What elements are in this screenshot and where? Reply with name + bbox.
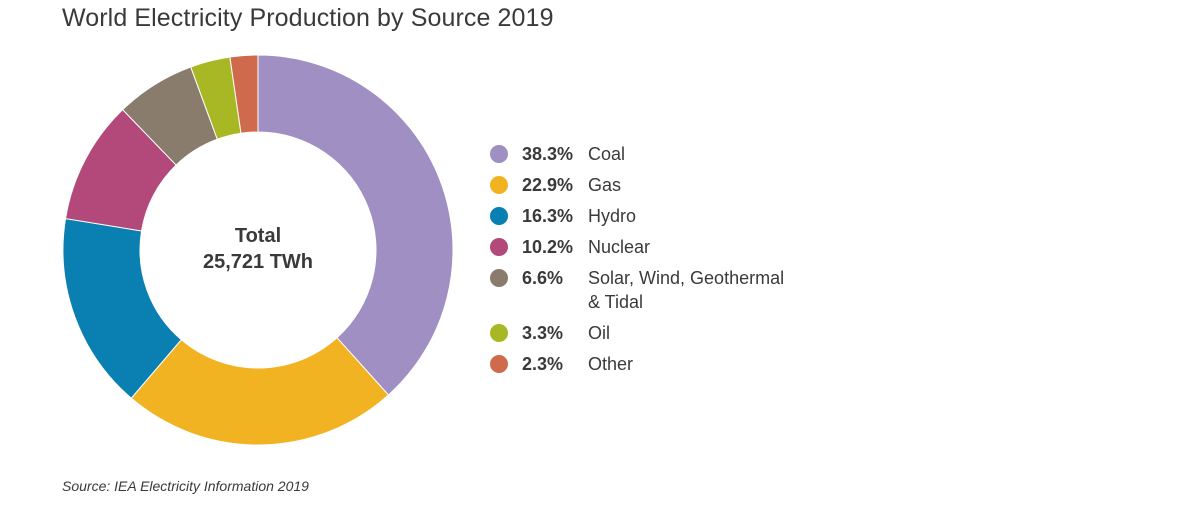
source-note: Source: IEA Electricity Information 2019 (62, 478, 309, 494)
legend-value: 10.2% (522, 237, 574, 257)
slice-coal (257, 54, 454, 396)
legend-label: Other (588, 354, 634, 374)
donut-slices (62, 54, 454, 446)
legend-value: 2.3% (522, 354, 564, 374)
legend-swatch (490, 355, 508, 373)
legend-swatch (490, 207, 508, 225)
legend-value: 3.3% (522, 323, 564, 343)
legend-value: 6.6% (522, 268, 564, 288)
legend-label: Solar, Wind, Geothermal & Tidal (588, 268, 785, 312)
center-label-total: Total (235, 225, 281, 247)
legend-item-gas: 22.9% Gas (490, 173, 810, 197)
legend: 38.3% Coal 22.9% Gas 16.3% Hydro 10.2% Nuclear 6… (490, 142, 810, 383)
legend-item-nuclear: 10.2% Nuclear (490, 235, 810, 259)
legend-swatch (490, 176, 508, 194)
legend-item-oil: 3.3% Oil (490, 321, 810, 345)
slice-other (229, 54, 259, 134)
legend-swatch (490, 324, 508, 342)
legend-value: 38.3% (522, 144, 574, 164)
chart-title: World Electricity Production by Source 2… (62, 4, 554, 32)
legend-label: Nuclear (588, 237, 651, 257)
legend-value: 16.3% (522, 206, 574, 226)
legend-label: Oil (588, 323, 610, 343)
legend-label: Hydro (588, 206, 637, 226)
legend-swatch (490, 238, 508, 256)
legend-label: Gas (588, 175, 622, 195)
slice-gas (130, 337, 390, 446)
legend-label: Coal (588, 144, 626, 164)
legend-item-hydro: 16.3% Hydro (490, 204, 810, 228)
legend-value: 22.9% (522, 175, 574, 195)
center-label-value: 25,721 TWh (203, 251, 313, 273)
donut-chart: Total 25,721 TWh (62, 54, 454, 446)
legend-swatch (490, 269, 508, 287)
legend-swatch (490, 145, 508, 163)
legend-item-solar-wind-geothermal-tidal: 6.6% Solar, Wind, Geothermal & Tidal (490, 266, 810, 314)
legend-item-coal: 38.3% Coal (490, 142, 810, 166)
legend-item-other: 2.3% Other (490, 352, 810, 376)
